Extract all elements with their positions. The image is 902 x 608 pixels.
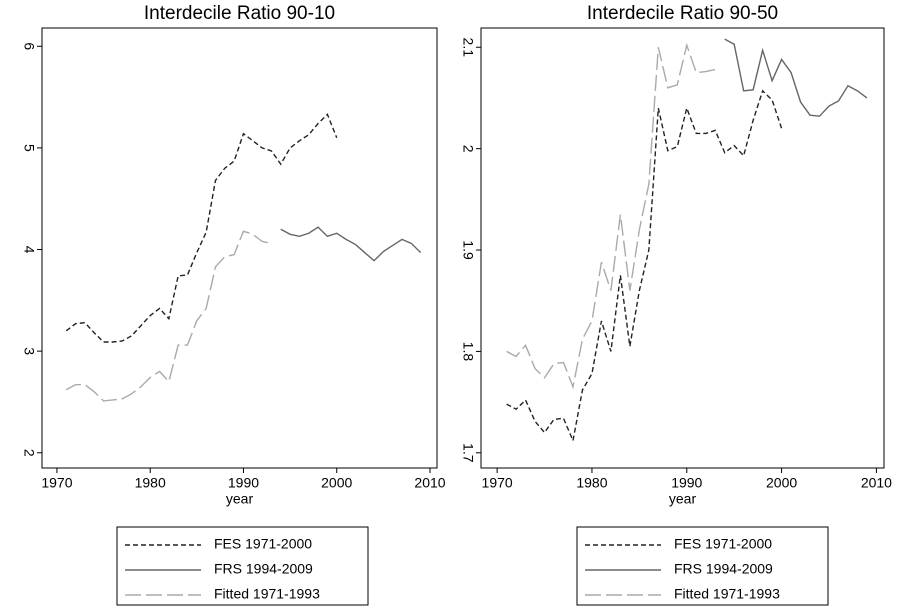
- y-tick-label: 1.9: [460, 240, 476, 260]
- y-tick-label: 2: [460, 145, 476, 153]
- legend-box: [116, 526, 369, 606]
- y-tick-label: 4: [21, 246, 37, 254]
- legend-label: Fitted 1971-1993: [674, 586, 780, 602]
- y-tick-label: 2: [21, 449, 37, 457]
- series-line: [724, 38, 868, 117]
- y-tick-label: 3: [21, 347, 37, 355]
- legend-box: [576, 526, 829, 606]
- plot-frame: [41, 27, 438, 469]
- series-line: [65, 230, 272, 402]
- x-tick-label: 1980: [576, 475, 607, 491]
- x-tick-label: 1970: [41, 475, 72, 491]
- series-line: [280, 226, 422, 262]
- chart-title: Interdecile Ratio 90-10: [144, 3, 335, 24]
- series-line: [506, 42, 716, 390]
- legend-label: FES 1971-2000: [674, 536, 772, 552]
- y-tick-label: 6: [21, 42, 37, 50]
- series-line: [65, 113, 338, 343]
- legend-label: Fitted 1971-1993: [214, 586, 320, 602]
- x-tick-label: 1990: [228, 475, 259, 491]
- plot-frame: [480, 27, 885, 469]
- legend-label: FES 1971-2000: [214, 536, 312, 552]
- x-tick-label: 2010: [414, 475, 445, 491]
- x-axis-label: year: [226, 491, 254, 507]
- y-tick-label: 5: [21, 144, 37, 152]
- legend-label: FRS 1994-2009: [674, 561, 773, 577]
- x-tick-label: 1990: [671, 475, 702, 491]
- x-tick-label: 2000: [321, 475, 352, 491]
- series-line: [506, 89, 783, 444]
- y-tick-label: 2.1: [460, 38, 476, 58]
- y-tick-label: 1.8: [460, 342, 476, 362]
- chart-title: Interdecile Ratio 90-50: [587, 3, 778, 24]
- x-tick-label: 2000: [766, 475, 797, 491]
- x-tick-label: 2010: [861, 475, 892, 491]
- x-tick-label: 1970: [482, 475, 513, 491]
- x-tick-label: 1980: [135, 475, 166, 491]
- legend-label: FRS 1994-2009: [214, 561, 313, 577]
- y-tick-label: 1.7: [460, 443, 476, 463]
- x-axis-label: year: [669, 491, 697, 507]
